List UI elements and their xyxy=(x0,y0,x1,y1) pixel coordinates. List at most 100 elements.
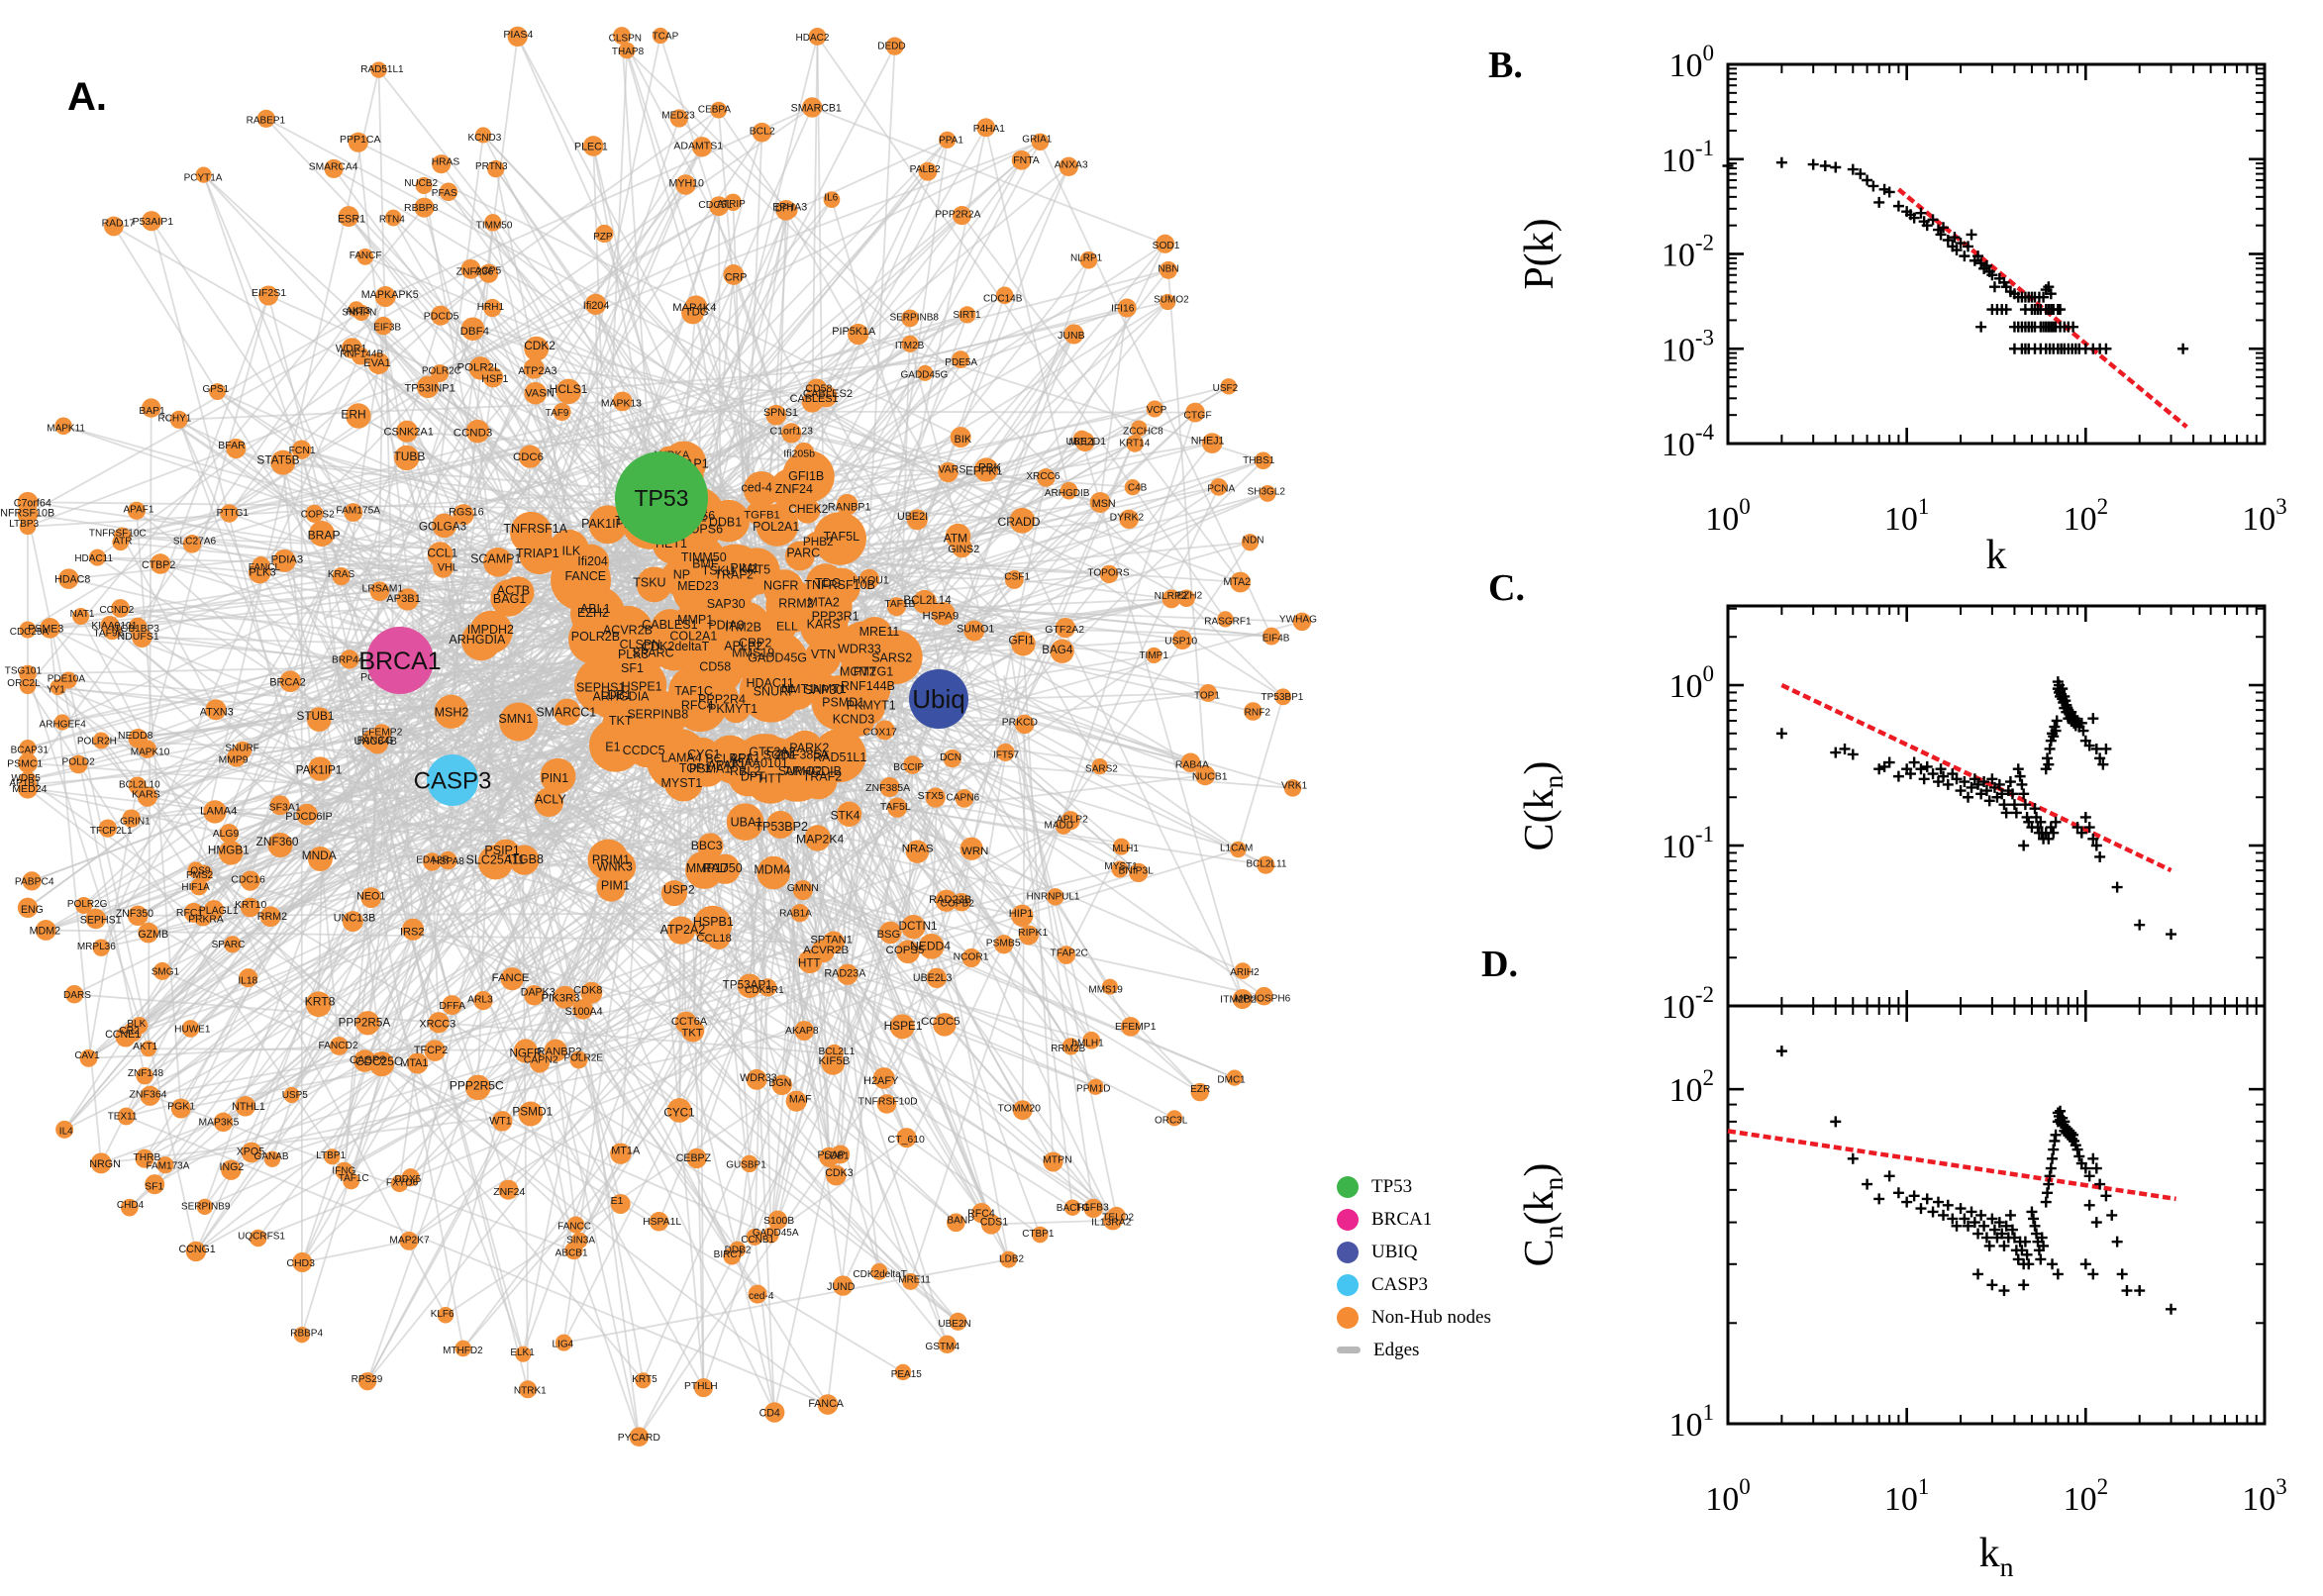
legend-item-casp3: CASP3 xyxy=(1337,1268,1491,1301)
network-node xyxy=(743,470,780,508)
network-edge xyxy=(479,802,775,1413)
legend-item-ubiq: UBIQ xyxy=(1337,1236,1491,1268)
casp3-swatch-icon xyxy=(1337,1273,1359,1296)
network-node-label: CCDC5 xyxy=(921,1016,960,1028)
network-node-label: PABPC4 xyxy=(15,876,54,887)
network-node-label: DEDD xyxy=(877,41,905,51)
network-node xyxy=(896,1128,917,1148)
legend-label: BRCA1 xyxy=(1371,1208,1433,1230)
network-node-label: FANCC xyxy=(557,1221,591,1232)
network-edge xyxy=(137,915,904,1373)
network-node xyxy=(368,1051,395,1077)
network-node-label: PDCD5 xyxy=(424,311,459,323)
network-node xyxy=(933,1013,957,1037)
network-node-label: EIF4B xyxy=(1262,634,1290,645)
data-point xyxy=(1942,1199,1954,1211)
network-node-label: COPS5 xyxy=(886,945,925,956)
network-node xyxy=(601,849,637,884)
network-node xyxy=(1177,589,1195,608)
network-node xyxy=(1101,978,1118,995)
network-node-label: HSPB1 xyxy=(693,915,734,929)
network-node-label: TFCP2 xyxy=(414,1045,449,1056)
network-node xyxy=(1220,378,1238,395)
network-edge xyxy=(769,1137,907,1237)
network-node xyxy=(831,1145,851,1164)
network-node xyxy=(283,1087,300,1104)
legend-label: TP53 xyxy=(1371,1175,1413,1197)
network-node-label: BIK xyxy=(955,434,972,446)
network-node-label: ACLY xyxy=(535,792,566,806)
axis-tick-label: 100 xyxy=(1705,1474,1751,1518)
data-point xyxy=(1819,160,1831,172)
network-node-label: SEPHS1 xyxy=(80,915,122,927)
network-node xyxy=(652,27,669,45)
network-edge xyxy=(141,295,269,639)
network-edge xyxy=(424,759,918,853)
network-node xyxy=(499,702,539,742)
network-node-label: TNFRSF10D xyxy=(858,1096,918,1107)
network-node-label: FNTA xyxy=(1013,155,1040,166)
network-node-label: MRE11 xyxy=(898,1274,931,1285)
network-node xyxy=(746,1228,763,1246)
network-node-label: HSPE1 xyxy=(884,1019,923,1033)
network-node-label: GZMB xyxy=(138,929,168,941)
network-node-label: CASP8 xyxy=(350,1054,386,1066)
data-point xyxy=(1830,161,1842,173)
network-node-label: APLP2 xyxy=(1057,814,1088,825)
network-node-label: SCAMP1 xyxy=(470,551,521,565)
network-node xyxy=(574,656,633,715)
network-node-label: PSMC1 xyxy=(7,758,43,769)
legend-item-tp53: TP53 xyxy=(1337,1170,1491,1203)
network-node-label: KRT10 xyxy=(235,900,266,911)
legend: TP53 BRCA1 UBIQ CASP3 Non-Hub nodes Edge… xyxy=(1337,1170,1491,1366)
legend-label: Edges xyxy=(1373,1339,1420,1360)
network-node-label: BCAP31 xyxy=(11,745,50,755)
network-edge xyxy=(79,615,281,806)
network-node xyxy=(660,880,687,907)
network-node xyxy=(218,841,244,865)
network-node-label: OS9 xyxy=(190,865,210,876)
axis-tick-label: 103 xyxy=(2242,494,2287,538)
legend-item-nonhub: Non-Hub nodes xyxy=(1337,1301,1491,1334)
network-edge xyxy=(356,142,441,859)
network-node-label: PPP2R2A xyxy=(935,209,980,220)
data-point xyxy=(2134,1285,2146,1297)
panel-c-label: C. xyxy=(1488,567,1525,609)
network-edge xyxy=(960,215,1242,583)
network-node-label: ANXA3 xyxy=(1055,160,1088,171)
network-node xyxy=(487,159,505,178)
network-node xyxy=(142,398,161,418)
network-edge xyxy=(88,1045,340,1059)
network-node xyxy=(808,27,827,46)
data-point xyxy=(1873,763,1885,775)
data-point xyxy=(1775,728,1787,740)
network-node-label: RBBP8 xyxy=(404,202,439,214)
network-node xyxy=(1072,430,1091,449)
network-node-label: TRAF2 xyxy=(803,769,843,783)
network-node-label: USP2 xyxy=(663,883,695,897)
network-node-label: CCNE1 xyxy=(105,1029,141,1041)
network-node xyxy=(372,724,392,744)
network-node xyxy=(1082,1031,1101,1049)
network-node xyxy=(901,335,919,352)
network-node xyxy=(344,503,363,523)
network-node-label: NUCB2 xyxy=(404,178,438,189)
network-node-label: TNFRSF10B xyxy=(0,508,54,520)
network-node-label: C7orf64 xyxy=(14,497,51,509)
network-node xyxy=(635,1372,652,1389)
network-node-label: ESR1 xyxy=(338,213,365,225)
network-node-label: PRTN3 xyxy=(475,161,508,172)
data-point xyxy=(2090,1217,2102,1229)
network-node xyxy=(724,193,742,211)
network-node xyxy=(765,404,787,426)
network-node xyxy=(150,553,171,574)
network-node xyxy=(1107,1206,1126,1226)
network-node-label: BCL2L11 xyxy=(1246,858,1286,869)
network-edge xyxy=(279,844,449,862)
network-node xyxy=(544,1039,567,1062)
network-node-label: FAM173A xyxy=(146,1160,189,1171)
network-node-label: LDB2 xyxy=(999,1253,1024,1264)
network-node-label: ZNF350 xyxy=(116,908,153,920)
network-node-label: PMS2 xyxy=(186,870,214,881)
